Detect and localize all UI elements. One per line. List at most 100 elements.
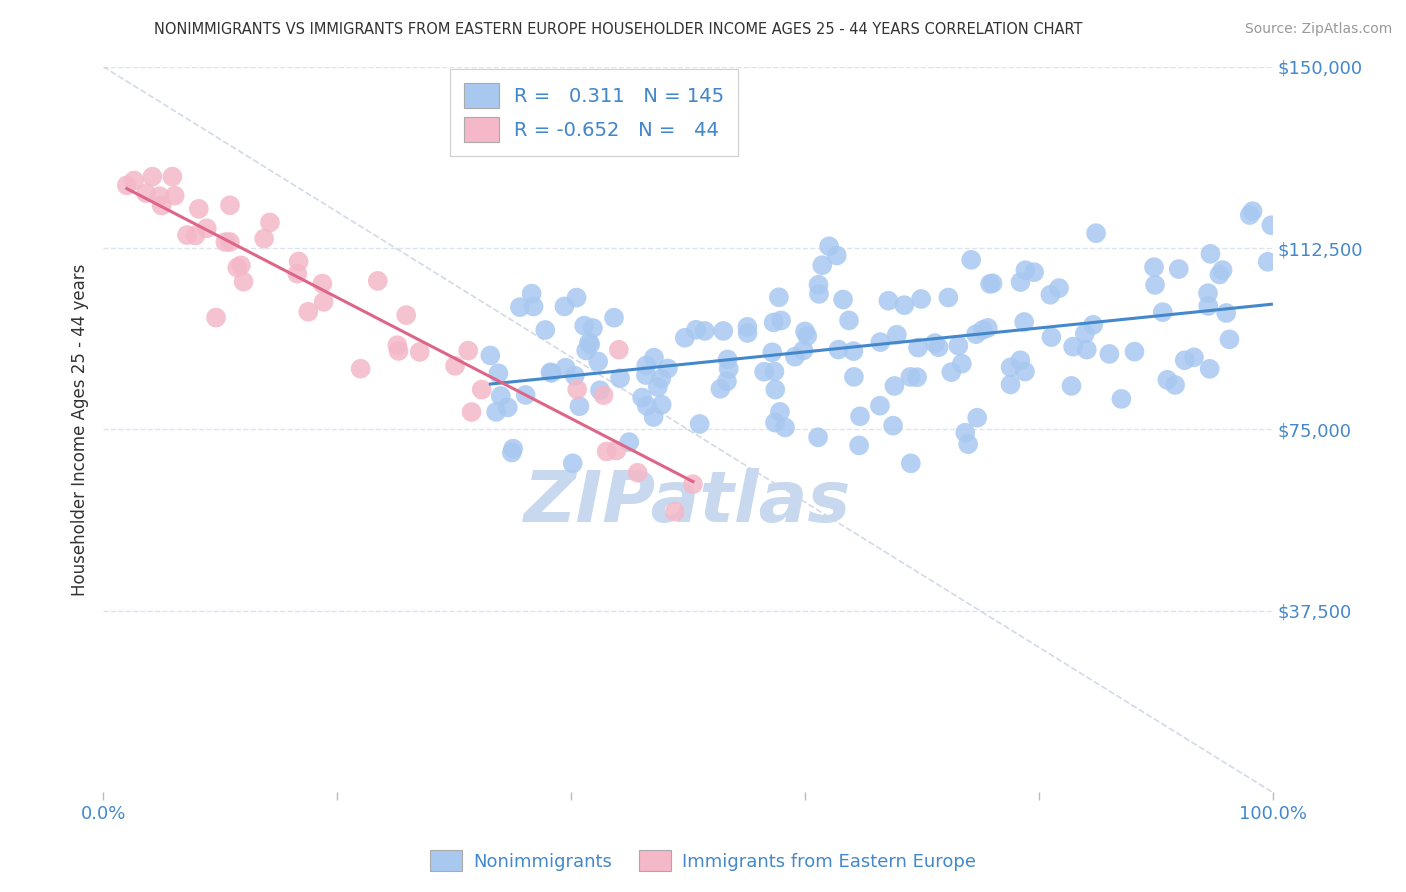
- Point: [162, 169, 184, 184]
- Point: [1167, 262, 1189, 277]
- Point: [1164, 378, 1187, 392]
- Point: [1076, 343, 1098, 357]
- Point: [808, 286, 831, 301]
- Point: [187, 202, 209, 216]
- Point: [673, 331, 696, 345]
- Point: [176, 228, 198, 243]
- Point: [1014, 365, 1036, 379]
- Point: [219, 235, 242, 249]
- Point: [1081, 318, 1104, 332]
- Point: [689, 417, 711, 431]
- Point: [685, 323, 707, 337]
- Point: [619, 435, 641, 450]
- Point: [717, 362, 740, 376]
- Point: [367, 274, 389, 288]
- Point: [603, 310, 626, 325]
- Point: [607, 343, 630, 357]
- Point: [540, 366, 562, 380]
- Point: [387, 338, 409, 352]
- Point: [1085, 226, 1108, 240]
- Point: [502, 442, 524, 456]
- Point: [1098, 347, 1121, 361]
- Point: [941, 365, 963, 379]
- Point: [163, 188, 186, 202]
- Point: [634, 368, 657, 382]
- Point: [1212, 263, 1234, 277]
- Point: [1022, 265, 1045, 279]
- Point: [650, 371, 672, 385]
- Point: [572, 318, 595, 333]
- Point: [538, 365, 561, 379]
- Point: [950, 357, 973, 371]
- Point: [905, 370, 928, 384]
- Point: [534, 323, 557, 337]
- Point: [312, 294, 335, 309]
- Point: [842, 344, 865, 359]
- Point: [643, 351, 665, 365]
- Point: [479, 348, 502, 362]
- Point: [409, 345, 432, 359]
- Point: [226, 260, 249, 275]
- Point: [1174, 353, 1197, 368]
- Point: [631, 391, 654, 405]
- Point: [1241, 204, 1264, 219]
- Point: [592, 388, 614, 402]
- Point: [664, 505, 686, 519]
- Point: [1144, 277, 1167, 292]
- Point: [1260, 219, 1282, 233]
- Point: [643, 410, 665, 425]
- Point: [900, 456, 922, 470]
- Point: [818, 239, 841, 253]
- Point: [711, 324, 734, 338]
- Point: [737, 326, 759, 340]
- Point: [141, 169, 163, 184]
- Point: [636, 359, 658, 373]
- Point: [972, 323, 994, 337]
- Point: [761, 345, 783, 359]
- Point: [807, 277, 830, 292]
- Point: [553, 299, 575, 313]
- Point: [657, 361, 679, 376]
- Point: [651, 398, 673, 412]
- Point: [1012, 315, 1035, 329]
- Point: [1060, 379, 1083, 393]
- Point: [488, 367, 510, 381]
- Point: [586, 354, 609, 368]
- Point: [148, 189, 170, 203]
- Point: [1218, 332, 1240, 346]
- Point: [910, 292, 932, 306]
- Point: [253, 231, 276, 245]
- Point: [184, 228, 207, 243]
- Legend: R =   0.311   N = 145, R = -0.652   N =   44: R = 0.311 N = 145, R = -0.652 N = 44: [450, 69, 738, 156]
- Legend: Nonimmigrants, Immigrants from Eastern Europe: Nonimmigrants, Immigrants from Eastern E…: [422, 843, 984, 879]
- Point: [627, 466, 650, 480]
- Point: [1062, 340, 1084, 354]
- Point: [882, 418, 904, 433]
- Point: [565, 291, 588, 305]
- Point: [232, 275, 254, 289]
- Point: [1198, 361, 1220, 376]
- Point: [1000, 377, 1022, 392]
- Point: [838, 313, 860, 327]
- Point: [1014, 263, 1036, 277]
- Point: [960, 252, 983, 267]
- Point: [1208, 268, 1230, 282]
- Point: [589, 383, 612, 397]
- Point: [287, 254, 309, 268]
- Point: [297, 305, 319, 319]
- Point: [561, 456, 583, 470]
- Point: [811, 258, 834, 272]
- Point: [886, 327, 908, 342]
- Point: [605, 443, 627, 458]
- Point: [848, 438, 870, 452]
- Point: [457, 343, 479, 358]
- Point: [195, 221, 218, 235]
- Point: [827, 343, 849, 357]
- Point: [825, 248, 848, 262]
- Point: [1152, 305, 1174, 319]
- Point: [509, 300, 531, 314]
- Point: [485, 405, 508, 419]
- Point: [219, 198, 242, 212]
- Point: [460, 405, 482, 419]
- Point: [1199, 247, 1222, 261]
